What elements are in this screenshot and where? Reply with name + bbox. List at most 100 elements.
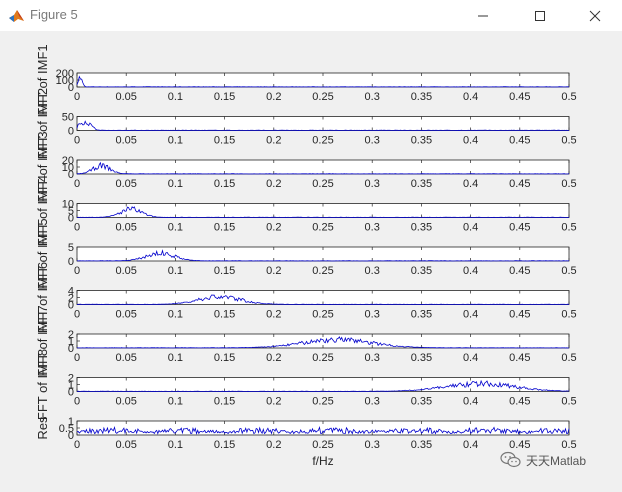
x-tick-label: 0.5 [561, 265, 576, 277]
x-tick-label: 0.1 [168, 222, 183, 234]
x-tick-label: 0.35 [411, 309, 432, 321]
x-tick-label: 0 [74, 265, 80, 277]
x-tick-label: 0.05 [115, 178, 136, 190]
y-axis-label: FFT of IMF8 [35, 349, 50, 420]
x-tick-label: 0.35 [411, 396, 432, 408]
watermark-text: 天天Matlab [526, 453, 587, 468]
x-tick-label: 0.35 [411, 91, 432, 103]
series-line [76, 161, 570, 175]
y-tick-label: 10 [62, 162, 74, 174]
y-tick-label: 0 [68, 82, 74, 94]
x-tick-label: 0.05 [115, 352, 136, 364]
x-tick-label: 0.25 [312, 396, 333, 408]
minimize-icon [478, 15, 488, 16]
y-tick-label: 0 [68, 169, 74, 181]
x-tick-label: 0.5 [561, 91, 576, 103]
x-tick-label: 0 [74, 352, 80, 364]
x-tick-label: 0 [74, 396, 80, 408]
x-tick-label: 0.15 [214, 265, 235, 277]
x-tick-label: 0.2 [266, 352, 281, 364]
x-tick-label: 0.3 [365, 439, 380, 451]
x-tick-label: 0.2 [266, 439, 281, 451]
x-tick-label: 0.15 [214, 352, 235, 364]
x-tick-label: 0.15 [214, 439, 235, 451]
x-tick-label: 0.05 [115, 222, 136, 234]
x-axis-label: f/Hz [312, 454, 333, 468]
y-tick-label: 200 [56, 68, 74, 80]
y-tick-label: 4 [68, 286, 74, 298]
x-tick-label: 0.25 [312, 265, 333, 277]
x-tick-label: 0.35 [411, 178, 432, 190]
x-tick-label: 0 [74, 309, 80, 321]
x-tick-label: 0.25 [312, 222, 333, 234]
x-tick-label: 0.2 [266, 222, 281, 234]
y-tick-label: 0 [68, 343, 74, 355]
x-tick-label: 0.15 [214, 309, 235, 321]
x-tick-label: 0.05 [115, 265, 136, 277]
x-tick-label: 0 [74, 178, 80, 190]
y-tick-label: 5 [68, 206, 74, 218]
x-tick-label: 0.2 [266, 265, 281, 277]
series-line [76, 120, 569, 131]
series-line [76, 206, 570, 218]
x-tick-label: 0.35 [411, 265, 432, 277]
y-tick-label: 5 [68, 242, 74, 254]
x-tick-label: 0.5 [561, 396, 576, 408]
y-axis-label: FFT of IMF6 [35, 262, 50, 333]
x-tick-label: 0.4 [463, 135, 478, 147]
x-tick-label: 0.35 [411, 352, 432, 364]
x-tick-label: 0.45 [509, 396, 530, 408]
x-tick-label: 0.15 [214, 91, 235, 103]
x-tick-label: 0.2 [266, 91, 281, 103]
y-tick-label: 1 [68, 380, 74, 392]
x-tick-label: 0.25 [312, 135, 333, 147]
x-tick-label: 0.4 [463, 309, 478, 321]
x-tick-label: 0.3 [365, 396, 380, 408]
x-tick-label: 0.15 [214, 222, 235, 234]
x-tick-label: 0.1 [168, 396, 183, 408]
x-tick-label: 0.1 [168, 265, 183, 277]
y-tick-label: 0 [68, 387, 74, 399]
series-line [76, 75, 569, 88]
y-tick-label: 0 [68, 430, 74, 442]
series-line [76, 379, 569, 392]
x-tick-label: 0.25 [312, 91, 333, 103]
x-tick-label: 0.3 [365, 352, 380, 364]
window-titlebar[interactable]: Figure 5 [0, 0, 622, 31]
y-tick-label: 0 [68, 256, 74, 268]
x-tick-label: 0.3 [365, 222, 380, 234]
x-tick-label: 0.45 [509, 352, 530, 364]
y-tick-label: 0 [68, 126, 74, 138]
x-tick-label: 0 [74, 135, 80, 147]
x-tick-label: 0.5 [561, 352, 576, 364]
matlab-icon [9, 10, 24, 22]
y-tick-label: 0.5 [59, 423, 74, 435]
x-tick-label: 0.1 [168, 91, 183, 103]
minimize-button[interactable] [460, 0, 506, 31]
x-tick-label: 0.2 [266, 178, 281, 190]
y-tick-label: 0 [68, 213, 74, 225]
x-tick-label: 0.35 [411, 439, 432, 451]
x-tick-label: 0.35 [411, 222, 432, 234]
x-tick-label: 0.4 [463, 396, 478, 408]
x-tick-label: 0 [74, 91, 80, 103]
maximize-button[interactable] [517, 0, 563, 31]
figure-canvas[interactable]: 0 100 200 0 0.05 0.1 0.15 0.2 0.25 0.3 0.35 0.4 0.45… [0, 31, 622, 487]
close-button[interactable] [572, 0, 618, 31]
x-tick-label: 0.1 [168, 309, 183, 321]
x-tick-label: 0.45 [509, 135, 530, 147]
x-tick-label: 0.4 [463, 91, 478, 103]
x-tick-label: 0.5 [561, 309, 576, 321]
y-tick-label: 100 [56, 75, 74, 87]
x-tick-label: 0.3 [365, 265, 380, 277]
x-tick-label: 0 [74, 439, 80, 451]
wechat-icon [500, 451, 521, 468]
x-tick-label: 0.05 [115, 309, 136, 321]
watermark: 天天Matlab [500, 451, 586, 469]
x-tick-label: 0.45 [509, 265, 530, 277]
window-title: Figure 5 [30, 7, 78, 22]
y-tick-label: 2 [68, 329, 74, 341]
x-tick-label: 0.4 [463, 265, 478, 277]
x-tick-label: 0.25 [312, 439, 333, 451]
